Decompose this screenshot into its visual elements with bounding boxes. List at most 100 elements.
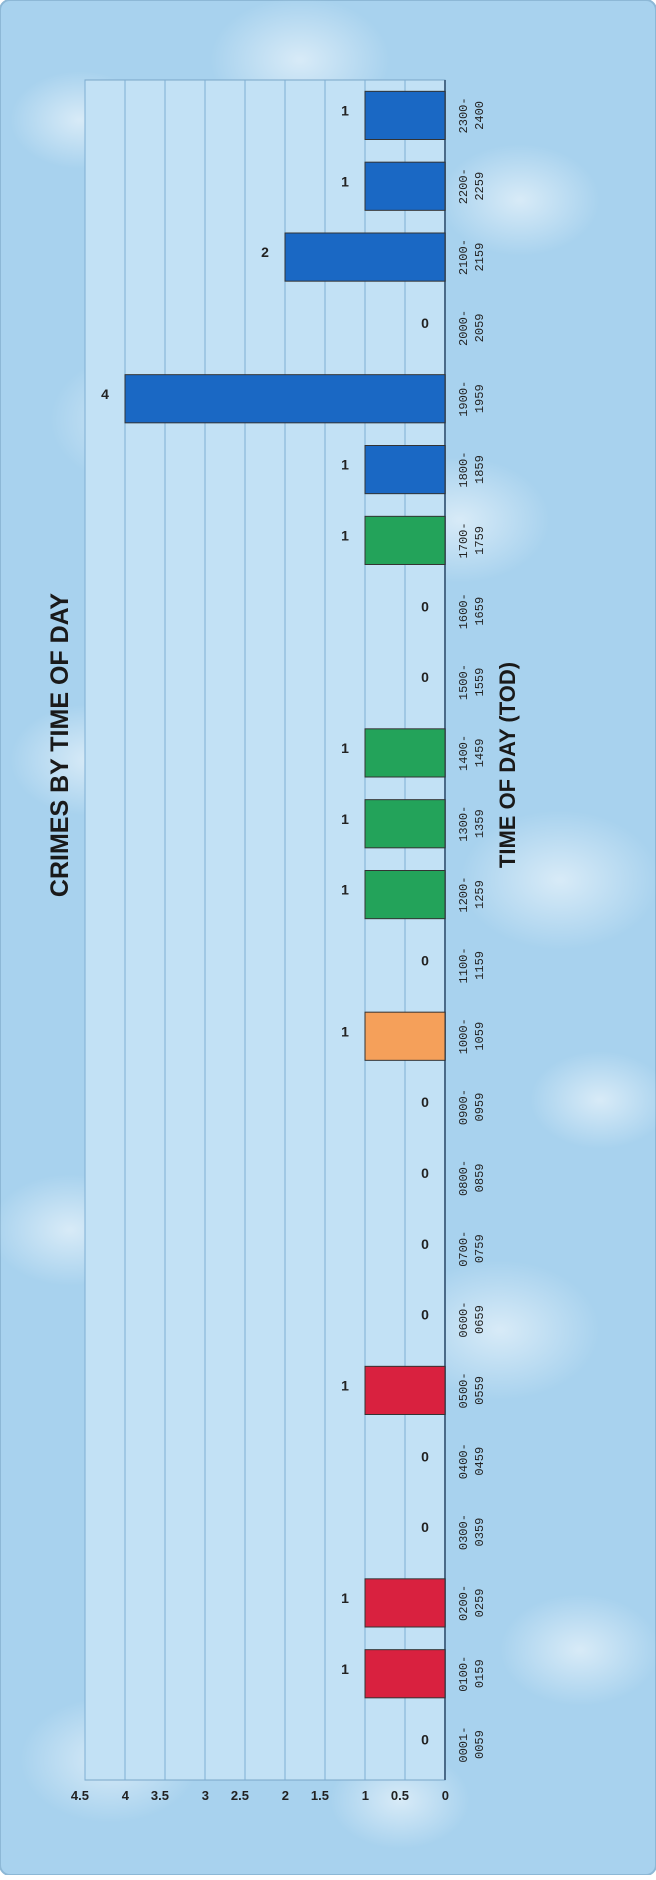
bar (364, 1578, 446, 1628)
x-tick-label: 1159 (473, 951, 487, 980)
x-tick-label: 2000- (457, 310, 471, 346)
x-tick-label: 2300- (457, 97, 471, 133)
bar-value-label: 4 (101, 386, 109, 402)
bar-value-label: 1 (341, 1377, 349, 1393)
bar-value-label: 0 (421, 1732, 429, 1748)
y-tick-label: 2 (282, 1788, 289, 1803)
x-tick-label: 1459 (473, 739, 487, 768)
x-tick-label: 0500- (457, 1372, 471, 1408)
y-tick-label: 3.5 (151, 1788, 169, 1803)
x-tick-label: 1200- (457, 877, 471, 913)
bar-value-label: 0 (421, 669, 429, 685)
bar-value-label: 1 (341, 527, 349, 543)
x-tick-label: 0159 (473, 1659, 487, 1688)
x-tick-label: 0059 (473, 1730, 487, 1759)
bar (364, 870, 446, 920)
x-tick-label: 0459 (473, 1447, 487, 1476)
x-tick-label: 1800- (457, 452, 471, 488)
x-tick-label: 0959 (473, 1093, 487, 1122)
y-tick-label: 2.5 (231, 1788, 249, 1803)
x-tick-label: 1759 (473, 526, 487, 555)
bar (364, 515, 446, 565)
bar (364, 444, 446, 495)
bar-value-label: 1 (341, 811, 349, 827)
x-tick-label: 0100- (457, 1656, 471, 1692)
x-tick-label: 1959 (473, 384, 487, 413)
x-tick-label: 0001- (457, 1727, 471, 1763)
bar-value-label: 0 (421, 1519, 429, 1535)
y-tick-label: 0 (442, 1788, 449, 1803)
x-tick-label: 1400- (457, 735, 471, 771)
x-axis-label: TIME OF DAY (TOD) (495, 662, 520, 868)
bar-value-label: 0 (421, 1236, 429, 1252)
x-tick-label: 2159 (473, 243, 487, 272)
bar-value-label: 2 (261, 244, 269, 260)
x-tick-label: 0359 (473, 1518, 487, 1547)
bar-value-label: 1 (341, 882, 349, 898)
y-tick-labels: 0 0.5 1 1.5 2 2.5 3 3.5 4 4.5 (71, 1788, 449, 1803)
bar (364, 161, 446, 211)
gridlines (84, 80, 446, 1780)
bar (364, 90, 446, 140)
x-tick-label: 0300- (457, 1514, 471, 1550)
bar-value-label: 0 (421, 315, 429, 331)
bar-value-label: 0 (421, 952, 429, 968)
bar-value-label: 0 (421, 598, 429, 614)
x-tick-label: 0900- (457, 1089, 471, 1125)
y-tick-label: 1.5 (311, 1788, 329, 1803)
bar (364, 728, 446, 778)
bar-value-label: 0 (421, 1307, 429, 1323)
chart-title: CRIMES BY TIME OF DAY (46, 593, 74, 898)
bar-value-label: 1 (341, 1590, 349, 1606)
x-tick-label: 0600- (457, 1302, 471, 1338)
x-tick-label: 1059 (473, 1022, 487, 1051)
y-tick-label: 3 (202, 1788, 209, 1803)
x-tick-label: 1559 (473, 668, 487, 697)
y-tick-label: 0.5 (391, 1788, 409, 1803)
bar (124, 374, 446, 424)
y-tick-label: 4.5 (71, 1788, 89, 1803)
x-tick-label: 1100- (457, 947, 471, 983)
x-tick-label: 1600- (457, 593, 471, 629)
x-tick-label: 1259 (473, 880, 487, 909)
x-tick-label: 1000- (457, 1018, 471, 1054)
x-tick-label: 1659 (473, 597, 487, 626)
x-tick-label: 0859 (473, 1164, 487, 1193)
bar-value-label: 1 (341, 740, 349, 756)
x-tick-label: 2059 (473, 314, 487, 343)
x-tick-label: 2400 (473, 101, 487, 130)
bar-value-label: 1 (341, 1023, 349, 1039)
bar-value-label: 1 (341, 173, 349, 189)
x-tick-label: 1500- (457, 664, 471, 700)
x-tick-label: 2259 (473, 172, 487, 201)
x-tick-labels: 0001- 0059 0100- 0159 0200- 0259 0300- 0359 0400… (457, 97, 487, 1762)
x-tick-label: 1300- (457, 806, 471, 842)
bar-value-label: 0 (421, 1165, 429, 1181)
x-tick-label: 2200- (457, 168, 471, 204)
bar (364, 1011, 446, 1061)
bar (364, 1649, 446, 1699)
y-tick-label: 1 (362, 1788, 369, 1803)
x-tick-label: 0700- (457, 1231, 471, 1267)
plot-area (84, 79, 446, 1781)
x-tick-label: 2100- (457, 239, 471, 275)
bar-value-label: 1 (341, 457, 349, 473)
x-tick-label: 0800- (457, 1160, 471, 1196)
x-tick-label: 0659 (473, 1305, 487, 1334)
x-tick-label: 1900- (457, 381, 471, 417)
x-tick-label: 1700- (457, 522, 471, 558)
bar-value-label: 0 (421, 1448, 429, 1464)
bar-value-label: 1 (341, 1661, 349, 1677)
value-labels: 0 1 1 0 0 1 0 0 0 0 1 0 1 1 1 0 0 1 1 4 0 2 1 1 (101, 102, 429, 1747)
bars (124, 90, 446, 1699)
bar (284, 232, 446, 282)
bar-value-label: 1 (341, 102, 349, 118)
x-tick-label: 0400- (457, 1443, 471, 1479)
x-tick-label: 0759 (473, 1234, 487, 1263)
x-tick-label: 1859 (473, 455, 487, 484)
x-tick-label: 0559 (473, 1376, 487, 1405)
bar (364, 1365, 446, 1415)
bar-value-label: 0 (421, 1094, 429, 1110)
